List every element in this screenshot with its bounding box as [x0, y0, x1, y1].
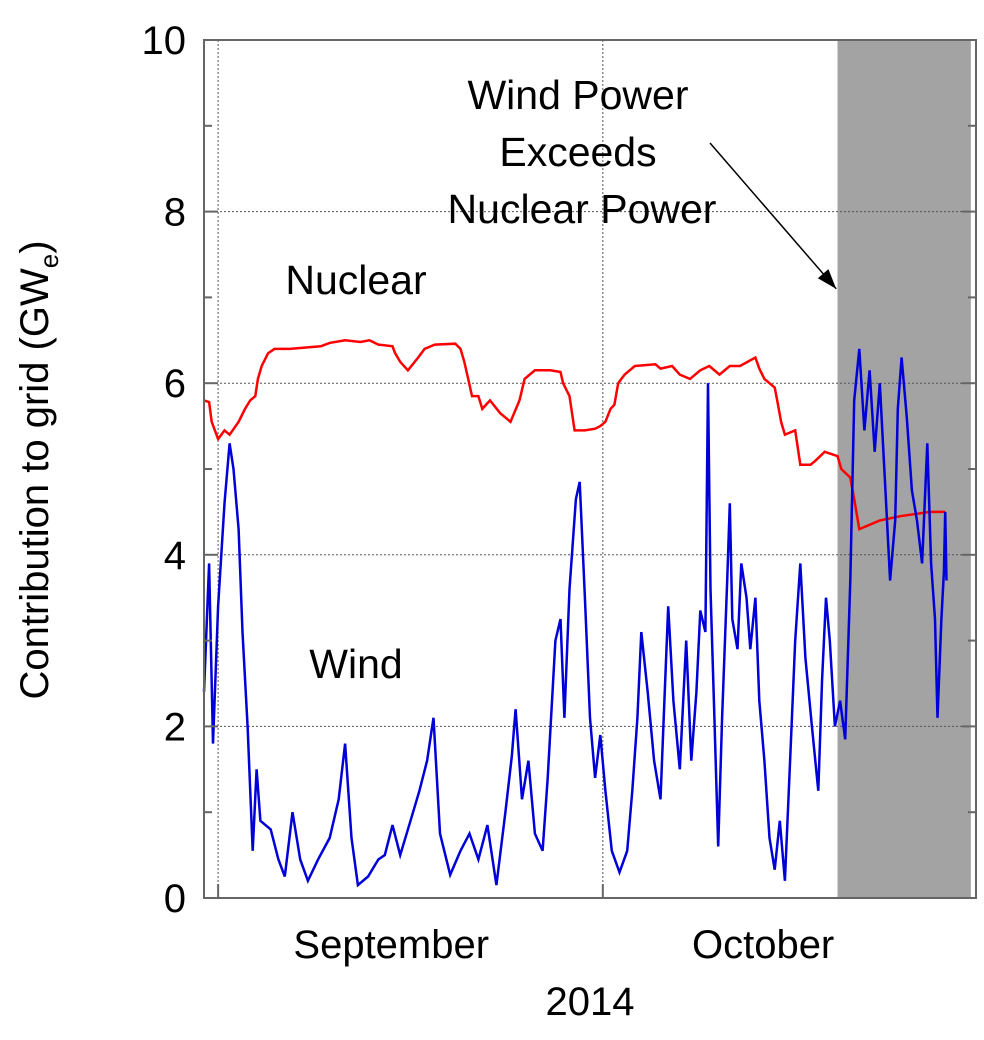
y-tick-label: 10 [142, 19, 187, 63]
y-tick-label: 4 [164, 534, 186, 578]
y-axis-label: Contribution to grid (GWe) [13, 240, 64, 699]
series-label-nuclear: Nuclear [285, 257, 426, 303]
annotation-line-1: Wind Power [467, 72, 688, 118]
y-tick-label: 0 [164, 877, 186, 921]
x-month-label-october: October [692, 923, 834, 967]
y-tick-label: 8 [164, 191, 186, 235]
series-line-nuclear [203, 338, 946, 531]
y-tick-label: 2 [164, 705, 186, 749]
highlight-region [837, 40, 971, 898]
series-line-wind [202, 348, 948, 888]
annotation-line-3: Nuclear Power [448, 186, 717, 232]
y-axis-label-main: Contribution to grid (GW [13, 268, 57, 700]
series-label-wind: Wind [309, 641, 402, 687]
annotation-line-2: Exceeds [499, 129, 656, 175]
annotation-arrow-line [709, 142, 837, 290]
annotation-arrowhead [817, 269, 837, 289]
y-axis-label-close: ) [13, 240, 57, 253]
x-axis-label: 2014 [546, 980, 635, 1024]
x-month-label-september: September [293, 923, 489, 967]
y-axis-label-subscript: e [34, 254, 64, 268]
y-tick-label: 6 [164, 362, 186, 406]
